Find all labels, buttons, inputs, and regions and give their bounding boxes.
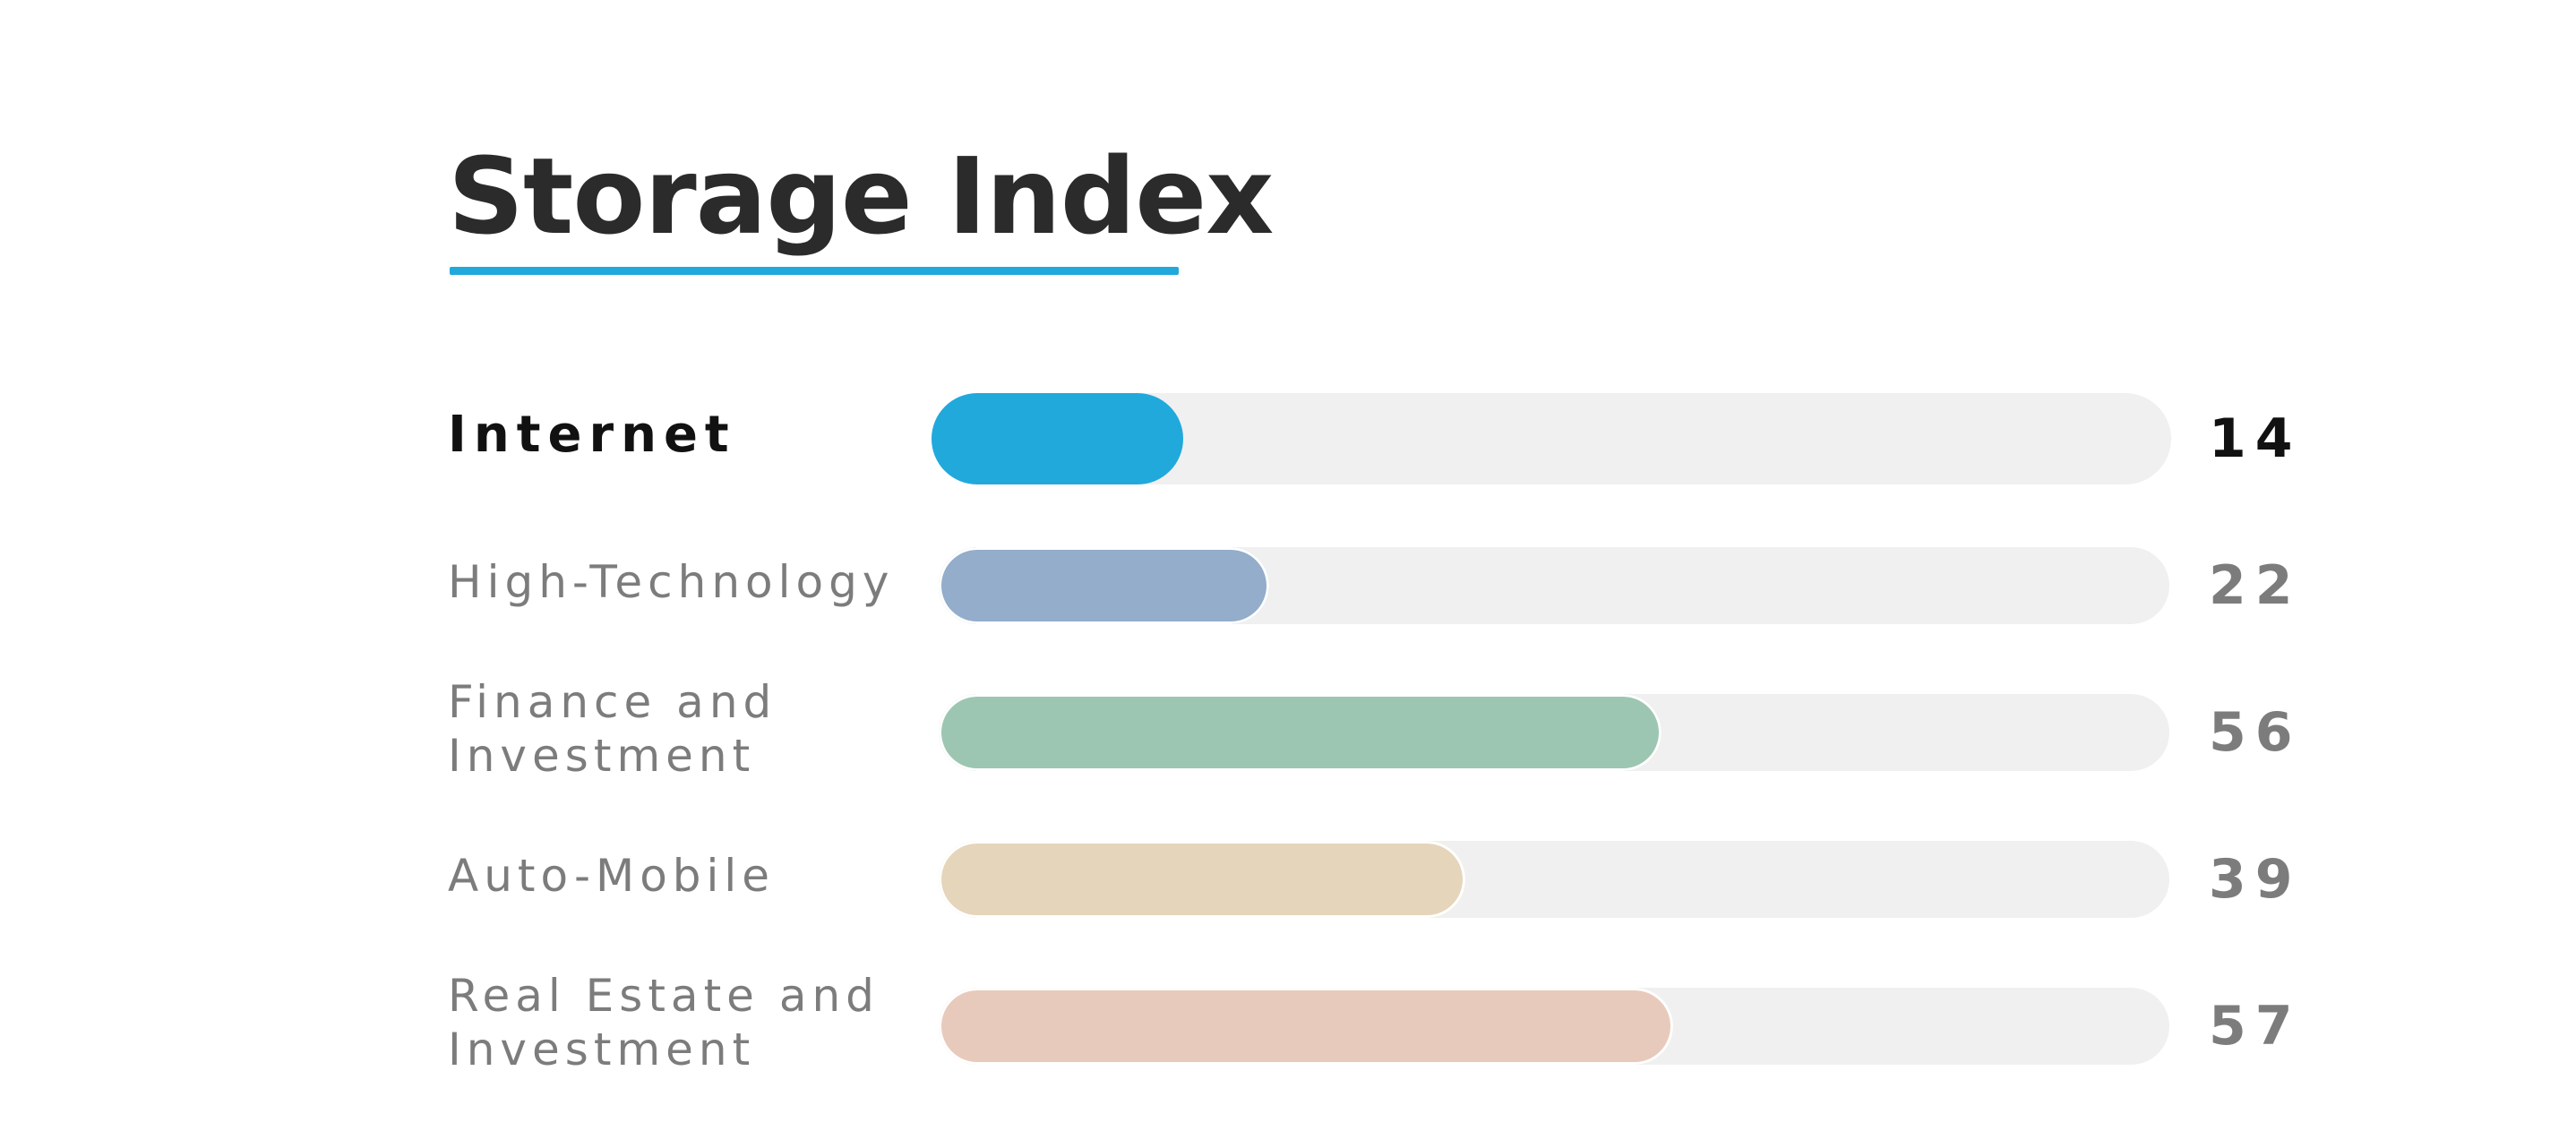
category-label: Finance and Investment [448,676,777,782]
bar-track [939,841,2169,918]
bar-track [939,694,2169,771]
category-label: Real Estate and Investment [448,970,880,1075]
bar-track [939,547,2169,624]
value-label: 14 [2209,407,2302,470]
category-label: Auto-Mobile [448,850,776,902]
value-label: 22 [2209,554,2302,617]
bar [939,694,1662,771]
title-underline [450,267,1179,275]
bar [939,988,1674,1065]
value-label: 56 [2209,701,2302,764]
bar-track [939,988,2169,1065]
bar-track [932,393,2171,484]
bar [939,841,1466,918]
bar [939,547,1270,624]
bar [932,393,1184,484]
chart-title: Storage Index [448,134,1274,258]
category-label: Internet [448,406,736,464]
value-label: 39 [2209,848,2302,911]
category-label: High-Technology [448,556,895,608]
value-label: 57 [2209,995,2302,1058]
